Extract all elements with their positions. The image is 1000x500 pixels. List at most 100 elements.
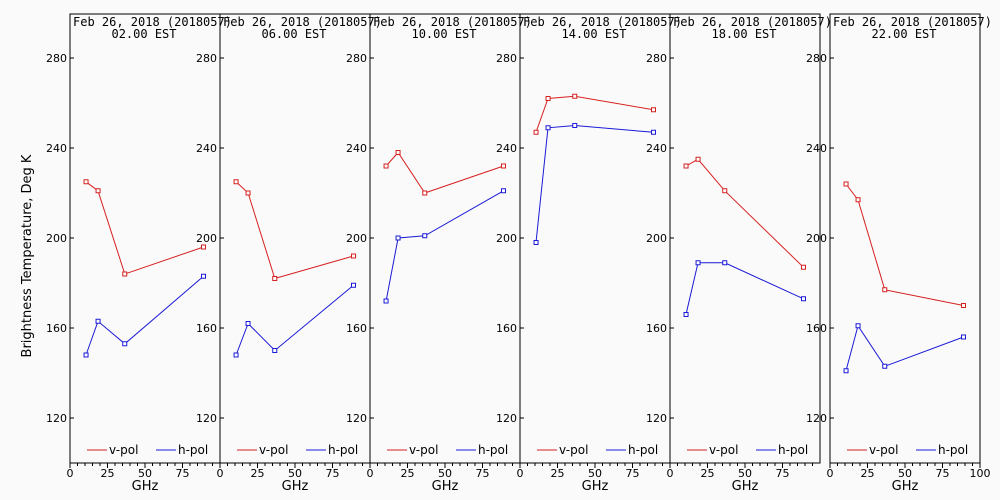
data-point xyxy=(801,264,806,270)
y-tick-label: 240 xyxy=(496,142,517,155)
x-tick-label: 0 xyxy=(517,467,524,480)
series-line-v-pol xyxy=(85,181,204,275)
chart-panel: Feb 26, 2018 (2018057)10.00 EST 120 160 200… xyxy=(346,13,532,494)
x-tick-label: 25 xyxy=(251,467,265,480)
panel-subtitle: 10.00 EST xyxy=(411,27,476,41)
x-tick-label: 75 xyxy=(936,467,950,480)
series-line-v-pol xyxy=(385,151,504,194)
data-point xyxy=(722,260,728,266)
y-tick-label: 160 xyxy=(646,322,667,335)
panels: Feb 26, 2018 (2018057)02.00 EST120160200… xyxy=(46,13,992,494)
x-axis-title: GHz xyxy=(282,479,309,494)
y-tick-label: 280 xyxy=(646,52,667,65)
y-tick-label: 200 xyxy=(806,232,827,245)
panel-title: Feb 26, 2018 (2018057) xyxy=(223,15,382,29)
y-tick-label: 120 xyxy=(346,412,367,425)
series-line-h-pol xyxy=(535,124,654,243)
y-tick-label: 200 xyxy=(46,232,67,245)
chart-panel: Feb 26, 2018 (2018057)18.00 EST 120 160 200… xyxy=(646,13,832,494)
y-tick-label: 160 xyxy=(496,322,517,335)
series-line-h-pol xyxy=(385,190,504,302)
x-axis-title: GHz xyxy=(432,479,459,494)
data-point xyxy=(683,312,689,317)
legend-label: v-pol xyxy=(709,443,738,457)
y-tick-label: 120 xyxy=(806,412,827,425)
legend-label: h-pol xyxy=(478,443,508,457)
x-axis-title: GHz xyxy=(892,479,919,494)
data-point xyxy=(233,352,239,358)
x-axis-title: GHz xyxy=(582,479,609,494)
data-point xyxy=(545,125,551,131)
x-tick-label: 50 xyxy=(588,467,602,480)
y-tick-label: 280 xyxy=(346,52,367,65)
y-tick-label: 200 xyxy=(196,232,217,245)
y-tick-label: 160 xyxy=(346,322,367,335)
x-tick-label: 75 xyxy=(776,467,790,480)
data-point xyxy=(501,163,506,169)
legend-label: v-pol xyxy=(869,443,898,457)
legend-label: h-pol xyxy=(938,443,968,457)
x-tick-label: 0 xyxy=(217,467,224,480)
panel-title: Feb 26, 2018 (2018057) xyxy=(73,15,232,29)
data-point xyxy=(351,253,356,259)
x-tick-label: 50 xyxy=(898,467,912,480)
legend-label: v-pol xyxy=(259,443,288,457)
series-line-h-pol xyxy=(685,262,804,315)
panel-title: Feb 26, 2018 (2018057) xyxy=(833,15,992,29)
series-line-v-pol xyxy=(685,158,804,268)
legend-label: v-pol xyxy=(109,443,138,457)
data-point xyxy=(843,368,849,374)
data-point xyxy=(855,197,861,203)
legend-label: h-pol xyxy=(628,443,658,457)
chart-panel: Feb 26, 2018 (2018057)22.00 EST 120 160 200… xyxy=(806,13,992,494)
x-tick-label: 75 xyxy=(626,467,640,480)
y-tick-label: 200 xyxy=(346,232,367,245)
data-point xyxy=(961,334,966,340)
series-line-v-pol xyxy=(235,181,354,280)
data-point xyxy=(501,188,506,194)
panel-title: Feb 26, 2018 (2018057) xyxy=(673,15,832,29)
y-tick-label: 120 xyxy=(496,412,517,425)
data-point xyxy=(422,233,428,239)
data-point xyxy=(95,188,101,194)
data-point xyxy=(83,179,89,185)
y-tick-label: 240 xyxy=(806,142,827,155)
x-tick-label: 50 xyxy=(138,467,152,480)
data-point xyxy=(245,190,251,196)
data-point xyxy=(533,129,539,135)
data-point xyxy=(572,123,578,128)
panel-frame xyxy=(669,13,821,464)
series-line-h-pol xyxy=(845,324,964,371)
y-axis-title: Brightness Temperature, Deg K xyxy=(20,154,35,357)
panel-subtitle: 22.00 EST xyxy=(871,27,936,41)
y-tick-label: 280 xyxy=(196,52,217,65)
x-tick-label: 25 xyxy=(701,467,715,480)
data-point xyxy=(422,190,428,196)
x-tick-label: 0 xyxy=(67,467,74,480)
data-point xyxy=(383,163,389,169)
data-point xyxy=(801,296,806,302)
x-tick-label: 0 xyxy=(667,467,674,480)
data-point xyxy=(233,179,239,185)
data-point xyxy=(961,303,966,308)
x-tick-label: 25 xyxy=(861,467,875,480)
y-tick-label: 280 xyxy=(806,52,827,65)
series-line-v-pol xyxy=(535,95,654,133)
x-tick-label: 75 xyxy=(326,467,340,480)
data-point xyxy=(201,244,206,250)
data-point xyxy=(855,323,861,329)
y-tick-label: 200 xyxy=(496,232,517,245)
y-tick-label: 240 xyxy=(646,142,667,155)
data-point xyxy=(95,318,101,324)
y-tick-label: 280 xyxy=(496,52,517,65)
y-tick-label: 240 xyxy=(196,142,217,155)
legend-label: h-pol xyxy=(328,443,358,457)
x-tick-label: 0 xyxy=(367,467,374,480)
y-tick-label: 160 xyxy=(46,322,67,335)
data-point xyxy=(882,287,888,293)
y-tick-label: 200 xyxy=(646,232,667,245)
data-point xyxy=(683,163,689,169)
y-tick-label: 160 xyxy=(806,322,827,335)
chart-panel: Feb 26, 2018 (2018057)06.00 EST 120 160 200… xyxy=(196,13,382,494)
panel-subtitle: 02.00 EST xyxy=(111,27,176,41)
